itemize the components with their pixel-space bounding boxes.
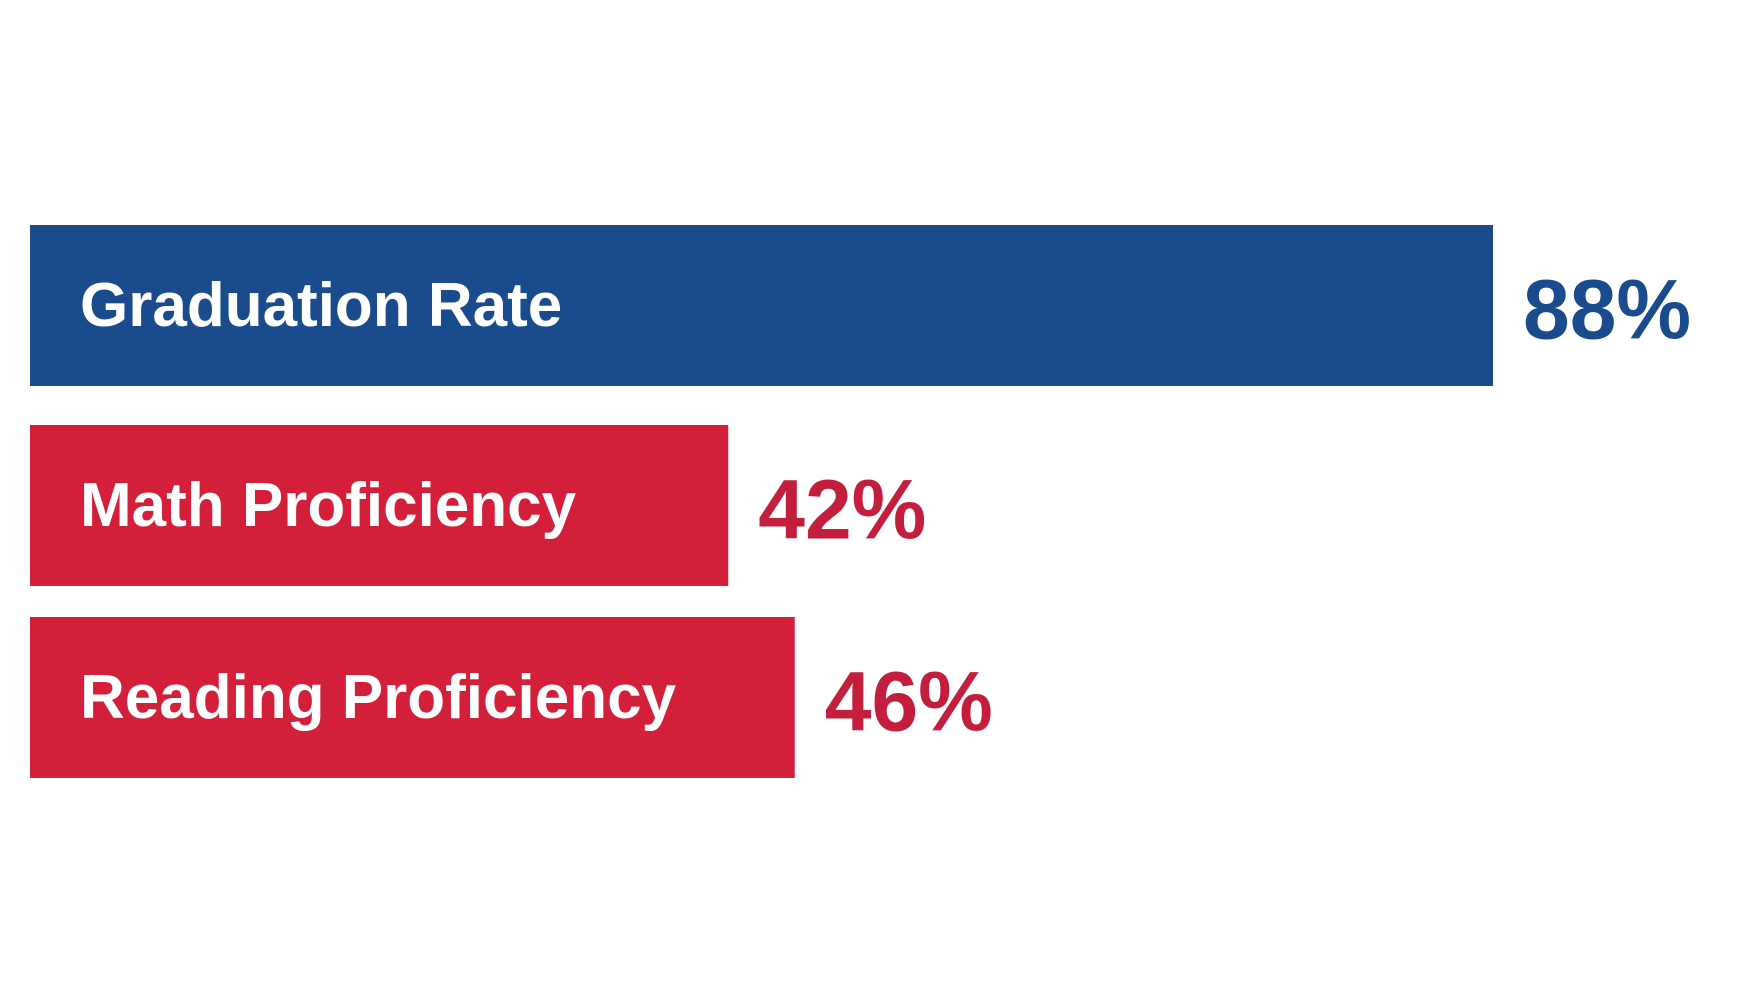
- bar: [30, 617, 795, 778]
- value-label: 42%: [758, 463, 926, 557]
- category-label: Graduation Rate: [80, 271, 562, 340]
- category-label: Math Proficiency: [80, 471, 577, 540]
- value-label: 88%: [1523, 263, 1691, 357]
- value-label: 46%: [825, 655, 993, 749]
- bar: [30, 225, 1493, 386]
- bar: [30, 425, 729, 586]
- category-label: Reading Proficiency: [80, 663, 677, 732]
